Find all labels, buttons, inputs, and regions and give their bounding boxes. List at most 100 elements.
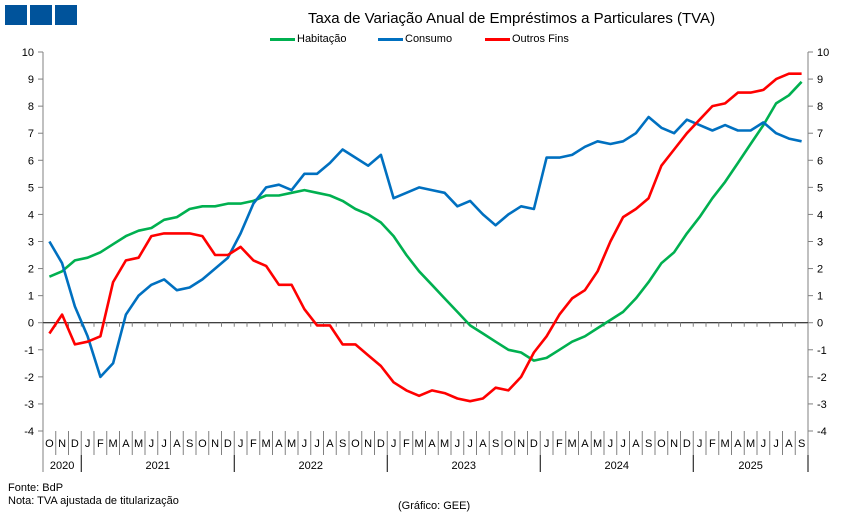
month-label: D xyxy=(530,438,538,450)
month-label: D xyxy=(71,438,79,450)
month-label: N xyxy=(364,438,372,450)
month-label: N xyxy=(211,438,219,450)
y-tick-label-right: 7 xyxy=(817,128,823,140)
y-tick-label-left: 6 xyxy=(28,155,34,167)
month-label: O xyxy=(657,438,666,450)
logo-block xyxy=(5,5,27,25)
month-label: M xyxy=(593,438,602,450)
month-label: A xyxy=(122,438,130,450)
month-label: M xyxy=(568,438,577,450)
month-label: A xyxy=(275,438,283,450)
month-label: F xyxy=(709,438,716,450)
month-label: A xyxy=(326,438,334,450)
y-tick-label-right: -2 xyxy=(817,372,827,384)
month-label: F xyxy=(97,438,104,450)
year-label: 2025 xyxy=(738,460,762,472)
month-label: J xyxy=(238,438,244,450)
month-label: F xyxy=(403,438,410,450)
month-label: A xyxy=(479,438,487,450)
month-label: D xyxy=(683,438,691,450)
y-tick-label-left: -2 xyxy=(24,372,34,384)
legend-item-consumo: Consumo xyxy=(378,33,452,45)
month-label: A xyxy=(581,438,589,450)
y-tick-label-right: 1 xyxy=(817,291,823,303)
month-label: J xyxy=(467,438,473,450)
chart-title: Taxa de Variação Anual de Empréstimos a … xyxy=(307,10,716,27)
month-label: M xyxy=(721,438,730,450)
y-tick-label-right: 0 xyxy=(817,318,823,330)
credit-text: (Gráfico: GEE) xyxy=(398,500,471,512)
y-tick-label-right: 10 xyxy=(817,47,829,59)
y-tick-label-left: 4 xyxy=(28,209,34,221)
legend-label: Outros Fins xyxy=(512,33,569,45)
month-label: A xyxy=(173,438,181,450)
month-label: J xyxy=(85,438,91,450)
y-tick-label-right: 9 xyxy=(817,74,823,86)
month-label: M xyxy=(415,438,424,450)
month-label: J xyxy=(697,438,703,450)
month-label: N xyxy=(58,438,66,450)
legend-label: Consumo xyxy=(405,33,453,45)
y-tick-label-left: 9 xyxy=(28,74,34,86)
month-label: S xyxy=(798,438,805,450)
month-label: M xyxy=(287,438,296,450)
legend-label: Habitação xyxy=(297,33,347,45)
y-tick-label-right: 8 xyxy=(817,101,823,113)
series-line-consumo xyxy=(48,115,802,379)
month-label: O xyxy=(504,438,513,450)
month-label: S xyxy=(339,438,346,450)
logo-block xyxy=(55,5,77,25)
year-label: 2023 xyxy=(452,460,476,472)
y-tick-label-right: 5 xyxy=(817,182,823,194)
y-tick-label-left: -3 xyxy=(24,399,34,411)
y-tick-label-left: 7 xyxy=(28,128,34,140)
legend-swatch xyxy=(485,37,510,41)
month-label: O xyxy=(351,438,360,450)
year-label: 2024 xyxy=(605,460,629,472)
y-tick-label-left: 1 xyxy=(28,291,34,303)
month-label: M xyxy=(746,438,755,450)
y-tick-label-left: 8 xyxy=(28,101,34,113)
source-text: Fonte: BdP xyxy=(8,482,64,494)
month-label: S xyxy=(186,438,193,450)
month-label: J xyxy=(149,438,155,450)
logo-block xyxy=(30,5,52,25)
month-label: M xyxy=(262,438,271,450)
y-tick-label-right: -1 xyxy=(817,345,827,357)
y-tick-label-left: -1 xyxy=(24,345,34,357)
month-label: M xyxy=(109,438,118,450)
month-label: J xyxy=(161,438,167,450)
y-tick-label-right: 4 xyxy=(817,209,823,221)
month-label: N xyxy=(517,438,525,450)
y-tick-label-right: -4 xyxy=(817,426,827,438)
month-label: S xyxy=(645,438,652,450)
y-tick-label-left: 3 xyxy=(28,237,34,249)
month-label: M xyxy=(440,438,449,450)
y-tick-label-left: -4 xyxy=(24,426,34,438)
y-tick-label-left: 0 xyxy=(28,318,34,330)
y-tick-label-left: 5 xyxy=(28,182,34,194)
year-label: 2020 xyxy=(50,460,74,472)
series-line-outros-fins xyxy=(48,72,802,403)
month-label: O xyxy=(45,438,54,450)
y-tick-label-right: 6 xyxy=(817,155,823,167)
month-label: A xyxy=(428,438,436,450)
month-label: D xyxy=(377,438,385,450)
y-tick-label-right: -3 xyxy=(817,399,827,411)
series-line-habita-o xyxy=(48,80,803,362)
month-label: A xyxy=(734,438,742,450)
month-label: J xyxy=(455,438,461,450)
month-label: A xyxy=(632,438,640,450)
month-label: A xyxy=(785,438,793,450)
y-tick-label-left: 2 xyxy=(28,264,34,276)
month-label: J xyxy=(544,438,550,450)
legend-item-habitacao: Habitação xyxy=(270,33,347,45)
month-label: J xyxy=(761,438,767,450)
year-label: 2021 xyxy=(146,460,170,472)
month-label: J xyxy=(314,438,320,450)
month-label: J xyxy=(608,438,614,450)
y-tick-label-right: 3 xyxy=(817,237,823,249)
month-label: S xyxy=(492,438,499,450)
